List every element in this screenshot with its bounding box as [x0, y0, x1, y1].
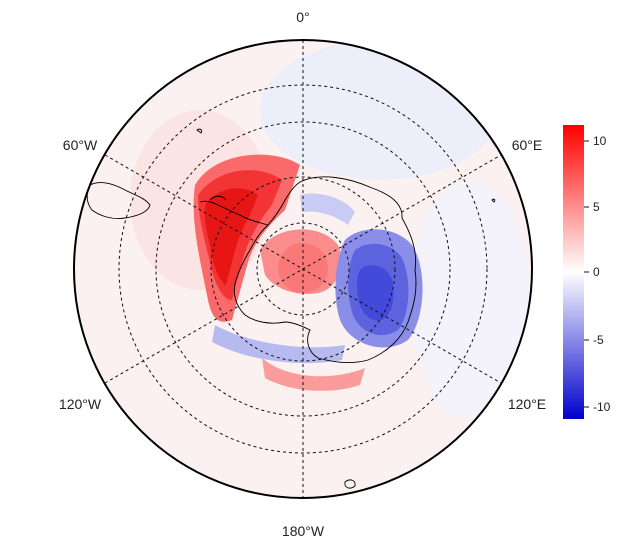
colorbar-tick-label: 5	[593, 200, 600, 214]
colorbar-ticks	[584, 140, 589, 408]
colorbar-tick-label: -10	[593, 400, 611, 414]
colorbar-tick-label: 0	[593, 265, 600, 279]
south-america-coastline	[86, 182, 151, 219]
antarctic-peninsula	[199, 200, 269, 226]
lon-label-60w: 60°W	[63, 137, 98, 153]
colorbar-gradient	[563, 125, 584, 419]
antarctica-coastline	[233, 176, 417, 364]
colorbar-tick-label: 10	[593, 134, 607, 148]
colorbar-tick-label: -5	[593, 333, 604, 347]
graticule	[104, 40, 502, 498]
colorbar: 10 5 0 -5 -10	[563, 125, 611, 419]
lon-label-180w: 180°W	[282, 523, 325, 539]
lon-label-0: 0°	[296, 9, 309, 25]
map-boundary	[73, 39, 533, 499]
map-disk	[74, 40, 532, 498]
lon-label-120e: 120°E	[508, 396, 546, 412]
longitude-labels: 0° 60°W 60°E 120°W 120°E 180°W	[59, 9, 546, 539]
coastlines	[86, 128, 496, 489]
lon-label-120w: 120°W	[59, 396, 102, 412]
lon-label-60e: 60°E	[512, 137, 543, 153]
